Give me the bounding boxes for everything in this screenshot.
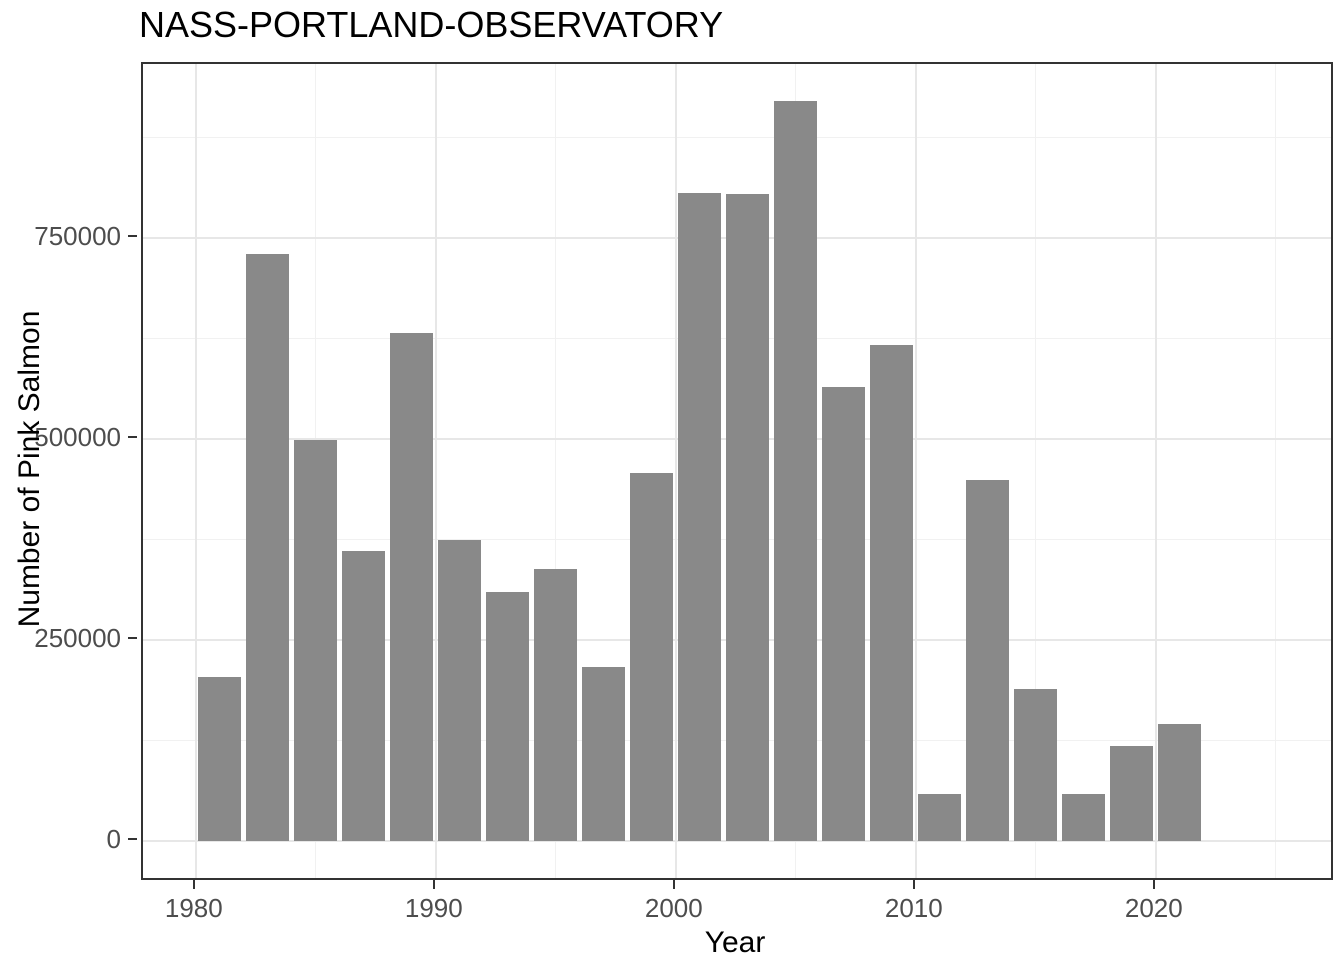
bar-2013 <box>966 479 1010 841</box>
y-tick-mark <box>128 435 137 438</box>
x-minor-gridline <box>555 64 557 878</box>
bar-2001 <box>678 192 722 841</box>
y-tick-label: 500000 <box>34 421 121 452</box>
bar-1981 <box>198 676 242 841</box>
chart-title: NASS-PORTLAND-OBSERVATORY <box>139 4 724 45</box>
x-major-gridline <box>434 64 437 878</box>
bar-2009 <box>870 344 914 841</box>
y-tick-mark <box>128 636 137 639</box>
y-tick-label: 750000 <box>34 220 121 251</box>
x-tick-mark <box>912 880 915 889</box>
x-major-gridline <box>194 64 197 878</box>
y-minor-gridline <box>143 136 1331 138</box>
x-major-gridline <box>914 64 917 878</box>
bar-2003 <box>726 193 770 841</box>
bar-1999 <box>630 472 674 841</box>
bar-2021 <box>1158 724 1202 841</box>
bar-2015 <box>1014 688 1058 841</box>
x-major-gridline <box>1154 64 1157 878</box>
x-tick-mark <box>432 880 435 889</box>
bar-1991 <box>438 540 482 841</box>
x-tick-label: 2000 <box>644 893 703 923</box>
y-tick-mark <box>128 234 137 237</box>
bar-1989 <box>390 333 434 841</box>
bar-1995 <box>534 569 578 841</box>
bar-1993 <box>486 591 530 841</box>
y-axis-title: Number of Pink Salmon <box>13 310 46 628</box>
x-tick-mark <box>672 880 675 889</box>
x-minor-gridline <box>1035 64 1037 878</box>
y-tick-label: 0 <box>106 824 121 854</box>
x-tick-label: 2020 <box>1124 893 1183 923</box>
x-axis-title: Year <box>704 926 766 959</box>
bar-2019 <box>1110 746 1154 841</box>
bar-2017 <box>1062 793 1106 841</box>
bar-1983 <box>246 253 290 841</box>
x-major-gridline <box>674 64 677 878</box>
y-tick-label: 250000 <box>34 622 121 653</box>
x-tick-label: 1990 <box>404 893 463 923</box>
bar-2005 <box>774 101 818 841</box>
bar-2007 <box>822 386 866 841</box>
bar-2011 <box>918 794 962 841</box>
x-tick-mark <box>192 880 195 889</box>
bar-1987 <box>342 550 386 841</box>
y-tick-mark <box>128 838 137 840</box>
x-tick-label: 1980 <box>164 893 223 923</box>
x-tick-mark <box>1152 880 1155 889</box>
bar-1985 <box>294 439 338 841</box>
x-tick-label: 2010 <box>884 893 943 923</box>
x-minor-gridline <box>1275 64 1277 878</box>
plot-panel <box>141 62 1333 880</box>
bar-1997 <box>582 667 626 841</box>
y-major-gridline <box>143 840 1331 842</box>
